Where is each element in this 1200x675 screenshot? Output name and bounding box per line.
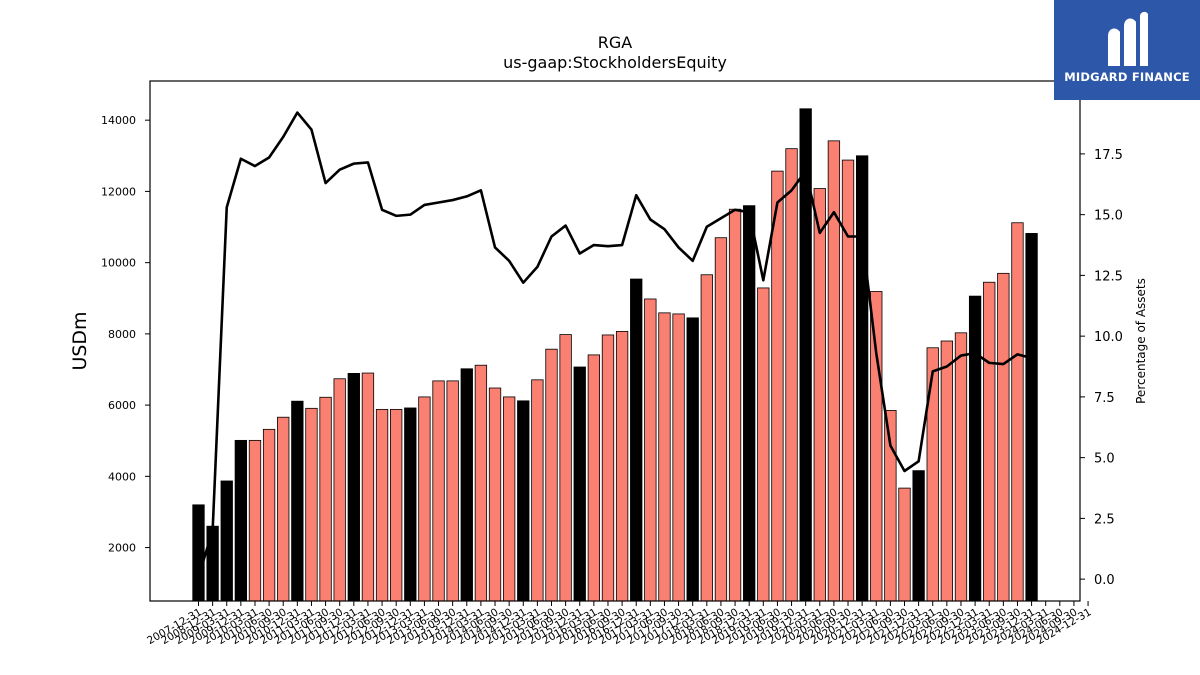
- bar-2011-12-31: [347, 373, 360, 602]
- y2-tick-label: 5.0: [1094, 452, 1115, 467]
- bar-2016-09-30: [615, 330, 629, 602]
- bar-2022-06-30: [940, 340, 954, 602]
- bar-2008-12-31: [206, 525, 219, 602]
- bar-2018-03-31: [700, 274, 713, 602]
- bar-2020-06-30: [827, 140, 841, 602]
- bar-2020-09-30: [841, 159, 855, 602]
- bar-2014-12-31: [517, 400, 530, 602]
- bars-layer: [192, 108, 1038, 602]
- brand-logo-text: MIDGARD FINANCE: [1064, 70, 1190, 84]
- bar-2019-12-31: [799, 108, 812, 602]
- bar-2016-03-31: [587, 354, 601, 602]
- bar-2017-06-30: [658, 312, 671, 602]
- bar-2010-03-31: [248, 439, 262, 602]
- x-axis: 2007-12-312008-12-312009-03-312009-12-31…: [145, 601, 1094, 647]
- y2-tick-label: 15.0: [1094, 209, 1123, 224]
- bar-2014-03-31: [474, 364, 488, 602]
- bar-2015-09-30: [559, 334, 572, 602]
- chart-subtitle: us-gaap:StockholdersEquity: [503, 53, 727, 72]
- y2-tick-label: 17.5: [1094, 148, 1123, 163]
- bar-2016-12-31: [630, 278, 643, 602]
- percentage-line: [197, 111, 1032, 578]
- y2-axis-label: Percentage of Assets: [1134, 278, 1148, 404]
- bar-2018-09-30: [728, 208, 742, 602]
- bar-2012-09-30: [390, 408, 403, 602]
- bar-2013-06-30: [432, 380, 445, 602]
- y2-tick-label: 12.5: [1094, 269, 1123, 284]
- bar-2023-09-30: [1011, 222, 1024, 602]
- bar-2011-03-31: [305, 407, 318, 602]
- bar-2018-12-31: [743, 205, 756, 602]
- bar-2022-03-31: [926, 347, 939, 602]
- bar-2015-06-30: [545, 348, 558, 602]
- line-layer: [197, 111, 1032, 578]
- y-tick-label: 2000: [108, 542, 136, 555]
- y-tick-label: 6000: [108, 399, 136, 412]
- chart-title: RGA: [598, 33, 633, 52]
- bar-2019-09-30: [785, 148, 798, 602]
- bar-2020-03-31: [813, 188, 826, 602]
- plot-frame: [149, 80, 1081, 602]
- bar-2019-03-31: [757, 287, 770, 602]
- y-tick-label: 14000: [101, 114, 136, 127]
- y-axis-label: USDm: [69, 311, 91, 370]
- y-axis-left: 2000 4000 6000 8000 10000 12000 14000: [101, 114, 150, 555]
- bar-2016-06-30: [601, 334, 615, 602]
- bar-2009-03-31: [220, 480, 233, 602]
- bar-2014-06-30: [488, 387, 502, 602]
- bar-2020-12-31: [855, 155, 869, 602]
- bar-2022-12-31: [968, 295, 982, 602]
- bar-2017-03-31: [644, 298, 657, 602]
- bar-2013-12-31: [460, 368, 473, 602]
- bar-2015-12-31: [573, 366, 586, 602]
- bar-2010-09-30: [277, 416, 290, 602]
- bar-2010-12-31: [291, 400, 304, 602]
- bar-2019-06-30: [771, 170, 784, 602]
- y-tick-label: 12000: [101, 185, 136, 198]
- bar-2013-09-30: [446, 380, 459, 602]
- bar-2012-06-30: [375, 408, 389, 602]
- bar-2010-06-30: [262, 428, 276, 602]
- bar-2021-09-30: [898, 487, 911, 602]
- bar-2013-03-31: [418, 396, 431, 602]
- bar-2017-12-31: [686, 317, 699, 602]
- bar-2022-09-30: [954, 332, 968, 602]
- y-tick-label: 8000: [108, 328, 136, 341]
- y2-tick-label: 10.0: [1094, 330, 1123, 345]
- bar-2017-09-30: [672, 313, 685, 602]
- bar-2021-12-31: [912, 470, 925, 602]
- bar-2009-12-31: [234, 439, 248, 602]
- bar-2023-12-31: [1025, 233, 1038, 602]
- bar-2012-12-31: [404, 407, 417, 602]
- bar-2021-03-31: [870, 291, 883, 602]
- bar-2015-03-31: [531, 379, 544, 602]
- y-axis-right: 0.0 2.5 5.0 7.5 10.0 12.5 15.0 17.5: [1080, 148, 1123, 588]
- y2-tick-label: 7.5: [1094, 391, 1115, 406]
- bar-2012-03-31: [361, 372, 375, 602]
- bar-2014-09-30: [502, 396, 516, 602]
- bar-2011-06-30: [319, 396, 332, 602]
- bar-2011-09-30: [333, 378, 346, 602]
- y2-tick-label: 0.0: [1094, 573, 1115, 588]
- bar-2007-12-31: [192, 504, 205, 602]
- midgard-logo-icon: [1108, 11, 1148, 66]
- y-tick-label: 4000: [108, 470, 136, 483]
- bar-2023-06-30: [997, 272, 1010, 602]
- y2-tick-label: 2.5: [1094, 512, 1115, 527]
- bar-2023-03-31: [983, 281, 996, 602]
- brand-logo: MIDGARD FINANCE: [1054, 0, 1200, 100]
- bar-2018-06-30: [714, 237, 728, 602]
- y-tick-label: 10000: [101, 257, 136, 270]
